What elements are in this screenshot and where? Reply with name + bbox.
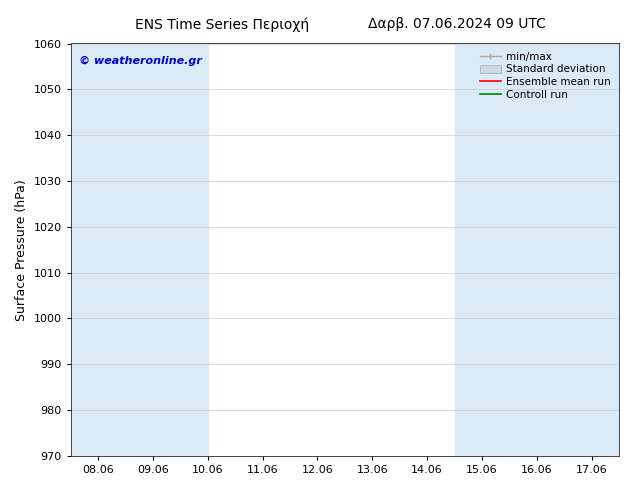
Text: Δαρβ. 07.06.2024 09 UTC: Δαρβ. 07.06.2024 09 UTC	[368, 17, 545, 31]
Bar	[71, 44, 208, 456]
Text: ENS Time Series Περιοχή: ENS Time Series Περιοχή	[135, 17, 309, 32]
Y-axis label: Surface Pressure (hPa): Surface Pressure (hPa)	[15, 179, 28, 320]
Legend: min/max, Standard deviation, Ensemble mean run, Controll run: min/max, Standard deviation, Ensemble me…	[477, 49, 614, 103]
Bar	[455, 44, 619, 456]
Text: © weatheronline.gr: © weatheronline.gr	[79, 56, 202, 66]
